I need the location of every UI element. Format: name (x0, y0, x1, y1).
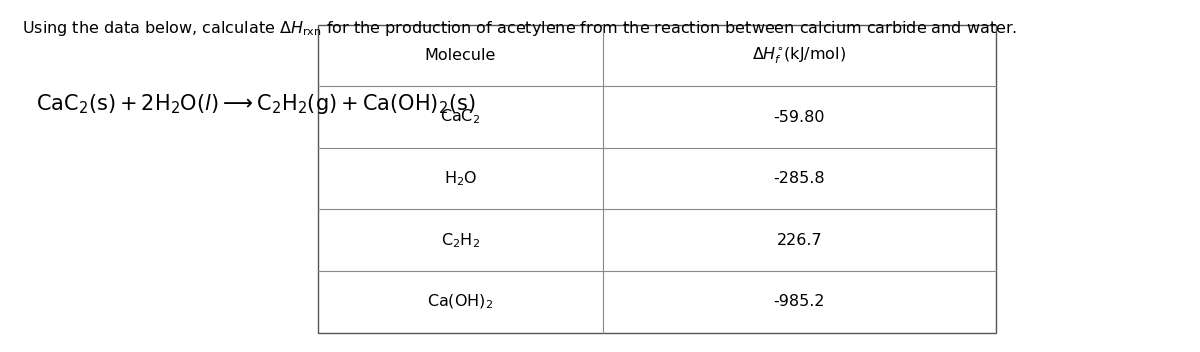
Text: Molecule: Molecule (425, 48, 496, 63)
Text: $\Delta H^{\circ}_{f}$(kJ/mol): $\Delta H^{\circ}_{f}$(kJ/mol) (752, 45, 846, 66)
Text: $\mathrm{C_2H_2}$: $\mathrm{C_2H_2}$ (440, 231, 480, 250)
Text: $\mathrm{H_2O}$: $\mathrm{H_2O}$ (444, 169, 478, 188)
Text: -59.80: -59.80 (774, 109, 826, 125)
Text: Using the data below, calculate $\Delta H_{\mathrm{rxn}}$ for the production of : Using the data below, calculate $\Delta … (22, 19, 1016, 38)
Text: $\mathrm{CaC_2}$: $\mathrm{CaC_2}$ (440, 108, 480, 126)
Text: -985.2: -985.2 (774, 294, 826, 309)
Text: 226.7: 226.7 (776, 233, 822, 248)
Text: -285.8: -285.8 (774, 171, 826, 186)
Bar (318, 25, 996, 333)
Text: $\mathrm{Ca(OH)_2}$: $\mathrm{Ca(OH)_2}$ (427, 293, 493, 311)
Text: $\mathregular{CaC_2}$$\mathregular{(s)+2H_2O(}$$\mathit{l}$$\mathregular{)\longr: $\mathregular{CaC_2}$$\mathregular{(s)+2… (36, 92, 475, 115)
